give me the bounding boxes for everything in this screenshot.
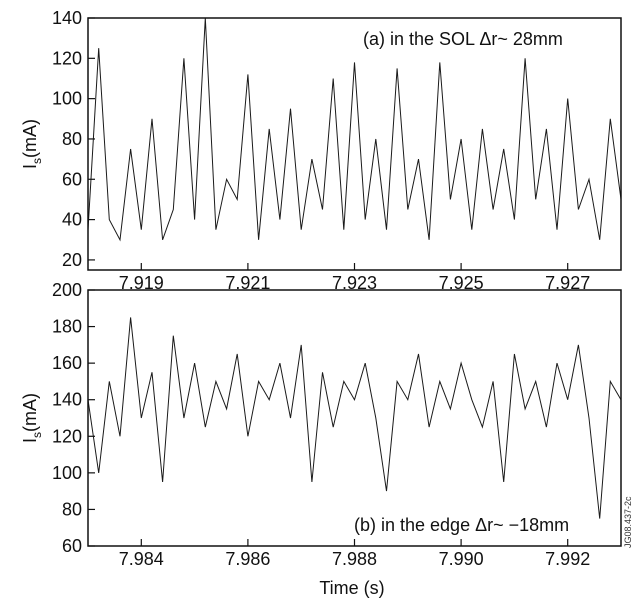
panel-b-x-tick-label: 7.984 [119,549,164,569]
panel-a-x-tick-label: 7.927 [545,273,590,293]
panel-b-x-tick-label: 7.990 [439,549,484,569]
panel-a: 7.919 7.921 7.923 7.925 7.927 20 40 60 80 100 120… [20,8,622,293]
panel-a-x-tick-label: 7.923 [332,273,377,293]
panel-b-series-line-0 [87,317,622,519]
panel-a-x-ticks: 7.919 7.921 7.923 7.925 7.927 [119,263,590,293]
panel-b-ylabel-symbol: I [20,438,40,443]
panel-b-y-tick-label: 160 [52,353,82,373]
panel-b-x-tick-label: 7.986 [225,549,270,569]
panel-a-ylabel-unit: (mA) [20,119,40,158]
panel-a-y-tick-label: 140 [52,8,82,28]
panel-b-frame [87,289,622,547]
panel-b-ylabel-subscript: s [30,432,44,438]
panel-b-x-tick-label: 7.988 [332,549,377,569]
panel-b-y-tick-label: 180 [52,317,82,337]
panel-b-y-tick-label: 120 [52,426,82,446]
panel-a-x-tick-label: 7.925 [439,273,484,293]
panel-b-y-tick-label: 80 [62,499,82,519]
figure-id: JG08.437-2c [623,496,633,548]
panel-a-y-tick-label: 40 [62,210,82,230]
panel-a-annotation: (a) in the SOL Δr~ 28mm [363,29,563,49]
panel-a-y-tick-label: 20 [62,250,82,270]
panel-b-x-tick-label: 7.992 [545,549,590,569]
panel-b-y-tick-label: 100 [52,463,82,483]
panel-b-y-tick-label: 200 [52,280,82,300]
panel-b-y-axis-label: Is(mA) [20,393,44,443]
x-axis-label: Time (s) [319,578,384,598]
panel-b-y-tick-label: 140 [52,390,82,410]
panel-a-y-tick-label: 80 [62,129,82,149]
panel-a-x-tick-label: 7.919 [119,273,164,293]
panel-a-x-tick-label: 7.921 [225,273,270,293]
panel-b-x-ticks: 7.984 7.986 7.988 7.990 7.992 [119,539,590,569]
panel-a-y-tick-label: 120 [52,48,82,68]
panel-a-y-tick-label: 60 [62,169,82,189]
panel-b-trace [87,317,622,519]
panel-a-y-axis-label: Is(mA) [20,119,44,169]
panel-a-y-tick-label: 100 [52,89,82,109]
panel-b-annotation: (b) in the edge Δr~ −18mm [354,515,569,535]
panel-a-ylabel-symbol: I [20,164,40,169]
panel-b-y-tick-label: 60 [62,536,82,556]
panel-b-y-ticks: 60 80 100 120 140 160 180 200 [52,280,95,556]
panel-a-ylabel-subscript: s [30,158,44,164]
panel-a-series-line-0 [87,17,622,242]
panel-a-frame [87,17,622,271]
panel-b-ylabel-unit: (mA) [20,393,40,432]
panel-b: 7.984 7.986 7.988 7.990 7.992 60 80 100 120 140 1… [20,280,622,598]
panel-a-y-ticks: 20 40 60 80 100 120 140 [52,8,95,270]
panel-a-trace [87,17,622,242]
